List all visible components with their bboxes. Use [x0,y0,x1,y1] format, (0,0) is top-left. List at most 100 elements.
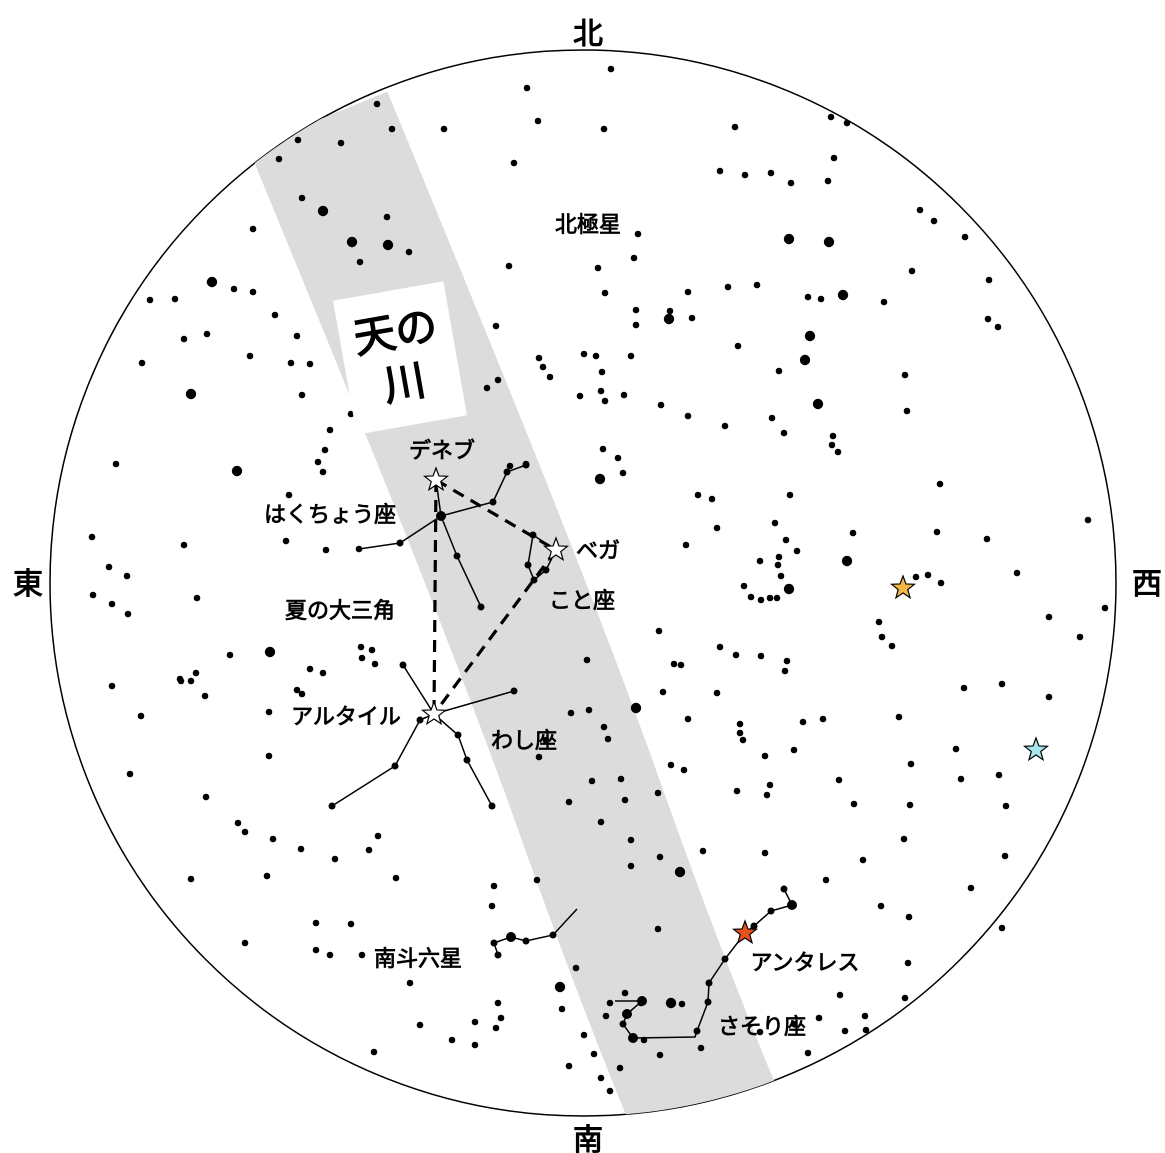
star-dot [177,677,185,685]
star-dot [187,875,195,883]
star-dot-bright [382,239,394,251]
star-dot [597,818,605,826]
star-dot [108,600,116,608]
star-dot-bright [804,330,816,342]
constellation-node [704,998,712,1006]
star-dot [761,752,769,760]
star-dot [901,371,909,379]
star-dot [357,643,365,651]
star-dot [171,295,179,303]
star-dot [616,1064,624,1072]
star-dot [656,853,664,861]
star-dot [263,872,271,880]
star-dot [112,460,120,468]
star-dot [249,225,257,233]
star-dot-bright [594,473,606,485]
star-dot [828,441,836,449]
star-dot [358,951,366,959]
label-scorpius: さそり座 [718,1014,806,1040]
star-dot [187,677,195,685]
star-dot [771,519,779,527]
constellation-node [503,468,511,476]
milky-way-label: 天の 川 [333,281,467,435]
star-dot [405,248,413,256]
star-dot [632,321,640,329]
star-dot [747,593,755,601]
star-dot [621,796,629,804]
cyan-star-icon [1022,736,1050,762]
star-dot [388,125,396,133]
star-dot [834,448,842,456]
star-dot-bright [812,398,824,410]
antares-star-icon [731,919,759,945]
star-dot [620,391,628,399]
star-dot [124,610,132,618]
star-dot-bright [346,236,358,248]
constellation-node [750,922,758,930]
label-lyra: こと座 [549,588,615,614]
star-dot [89,591,97,599]
star-dot-bright [630,702,642,714]
star-dot [1001,852,1009,860]
star-dot [697,1044,705,1052]
star-dot [766,594,774,602]
star-dot [492,322,500,330]
constellation-node [522,461,530,469]
star-dot [716,167,724,175]
star-dot [230,285,238,293]
star-dot [105,563,113,571]
aquila-line-2 [433,713,493,807]
constellation-node [506,932,516,942]
star-dot [202,793,210,801]
star-dot [471,1018,479,1026]
star-dot [392,874,400,882]
star-dot [678,1000,686,1008]
star-dot [952,745,960,753]
star-dot [630,254,638,262]
star-dot [906,801,914,809]
star-dot [903,407,911,415]
star-dot [656,1051,664,1059]
star-dot [592,352,600,360]
star-dot [1045,613,1053,621]
constellation-node [787,900,797,910]
star-dot [1101,604,1109,612]
star-dot [957,775,965,783]
star-dot [138,359,146,367]
star-dot [786,491,794,499]
star-dot [533,876,541,884]
star-dot-bright [665,997,677,1009]
star-dot [621,989,629,997]
star-dot [767,169,775,177]
star-dot [249,288,257,296]
star-dot [565,1062,573,1070]
star-dot-bright [185,388,197,400]
star-dot [985,276,993,284]
star-dot [667,761,675,769]
star-dot [565,798,573,806]
star-dot [787,179,795,187]
constellation-node [530,576,538,584]
star-dot [246,352,254,360]
star-dot [937,579,945,587]
star-dot [995,771,1003,779]
star-dot [790,746,798,754]
constellation-node [721,955,729,963]
star-dot [126,770,134,778]
star-dot [849,529,857,537]
star-dot [383,213,391,221]
constellation-node [542,566,550,574]
star-dot [293,686,301,694]
vega-star-icon [542,536,570,562]
milky-way-text-2: 川 [379,355,429,411]
star-dot [322,546,330,554]
star-dot [193,594,201,602]
star-dot [269,835,277,843]
label-deneb: デネブ [409,438,475,464]
star-dot [908,267,916,275]
direction-south: 南 [573,1123,603,1153]
star-dot [936,480,944,488]
star-dot [594,264,602,272]
star-dot [877,902,885,910]
star-dot [271,311,279,319]
